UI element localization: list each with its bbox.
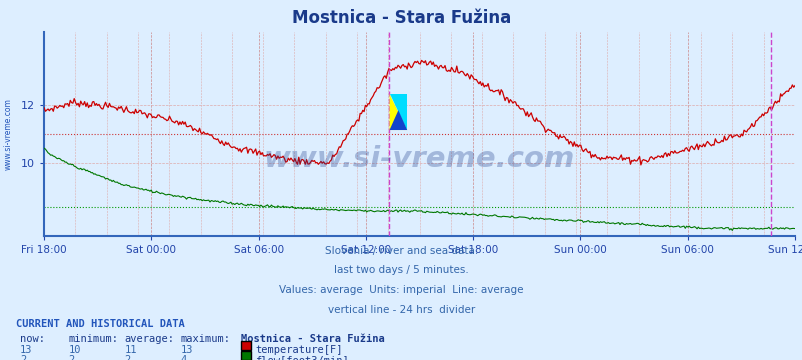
Text: maximum:: maximum: <box>180 334 230 344</box>
Text: temperature[F]: temperature[F] <box>255 345 342 355</box>
Text: average:: average: <box>124 334 174 344</box>
Text: 2: 2 <box>124 355 131 360</box>
Text: Mostnica - Stara Fužina: Mostnica - Stara Fužina <box>241 334 384 344</box>
Text: last two days / 5 minutes.: last two days / 5 minutes. <box>334 265 468 275</box>
Text: 2: 2 <box>20 355 26 360</box>
Text: www.si-vreme.com: www.si-vreme.com <box>3 98 13 170</box>
Text: minimum:: minimum: <box>68 334 118 344</box>
Text: 4: 4 <box>180 355 187 360</box>
Text: 2: 2 <box>68 355 75 360</box>
Text: Slovenia / river and sea data.: Slovenia / river and sea data. <box>325 246 477 256</box>
Text: 10: 10 <box>68 345 81 355</box>
Text: flow[foot3/min]: flow[foot3/min] <box>255 355 349 360</box>
Text: vertical line - 24 hrs  divider: vertical line - 24 hrs divider <box>327 305 475 315</box>
Text: 13: 13 <box>20 345 33 355</box>
Text: 11: 11 <box>124 345 137 355</box>
Text: Mostnica - Stara Fužina: Mostnica - Stara Fužina <box>291 9 511 27</box>
Text: CURRENT AND HISTORICAL DATA: CURRENT AND HISTORICAL DATA <box>16 319 184 329</box>
Text: 13: 13 <box>180 345 193 355</box>
Text: now:: now: <box>20 334 45 344</box>
Text: Values: average  Units: imperial  Line: average: Values: average Units: imperial Line: av… <box>279 285 523 295</box>
Text: www.si-vreme.com: www.si-vreme.com <box>264 144 574 172</box>
